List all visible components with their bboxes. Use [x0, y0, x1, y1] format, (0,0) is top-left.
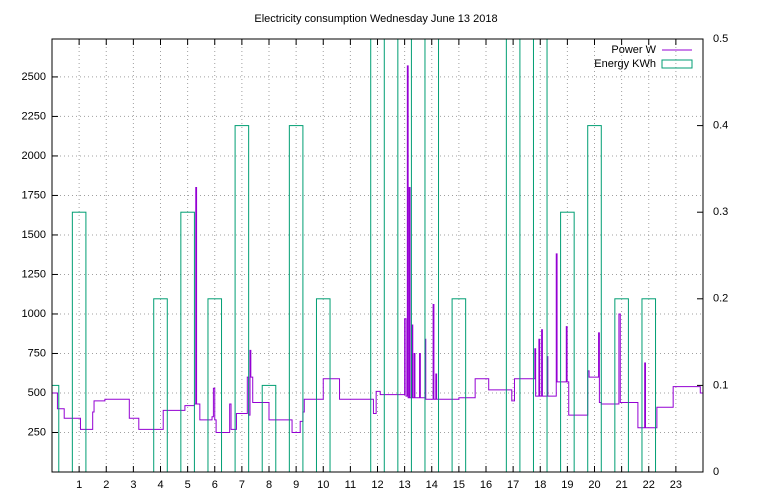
plot-frame [51, 38, 704, 473]
x-tick-label: 13 [399, 479, 411, 491]
x-tick-label: 4 [157, 479, 163, 491]
x-tick-label: 18 [534, 479, 546, 491]
y-tick-label: 2500 [22, 71, 46, 83]
y-tick-label: 2250 [22, 110, 46, 122]
y2-tick-label: 0.5 [713, 33, 728, 45]
x-tick-label: 23 [670, 479, 682, 491]
x-tick-label: 14 [426, 479, 438, 491]
legend-label: Energy KWh [594, 58, 656, 70]
y-tick-label: 500 [28, 387, 46, 399]
x-tick-label: 2 [103, 479, 109, 491]
x-tick-label: 12 [371, 479, 383, 491]
y-tick-label: 750 [28, 347, 46, 359]
x-tick-label: 1 [76, 479, 82, 491]
x-tick-label: 5 [185, 479, 191, 491]
y-tick-label: 1750 [22, 189, 46, 201]
y-tick-label: 1000 [22, 308, 46, 320]
energy-bar [52, 384, 60, 472]
x-tick-label: 21 [616, 479, 628, 491]
y2-tick-label: 0.2 [713, 293, 728, 305]
x-tick-label: 10 [317, 479, 329, 491]
y-tick-label: 1250 [22, 268, 46, 280]
legend-label: Power W [611, 44, 656, 56]
x-tick-label: 7 [239, 479, 245, 491]
legend-swatch [661, 59, 693, 69]
chart-title: Electricity consumption Wednesday June 1… [254, 13, 497, 25]
energy-bar [370, 39, 385, 472]
x-tick-label: 3 [130, 479, 136, 491]
y2-tick-label: 0.4 [713, 120, 728, 132]
y-tick-label: 1500 [22, 229, 46, 241]
y2-tick-label: 0.3 [713, 206, 728, 218]
y2-tick-label: 0.1 [713, 379, 728, 391]
energy-bar [424, 39, 440, 472]
y2-tick-label: 0 [713, 466, 719, 478]
x-tick-label: 22 [643, 479, 655, 491]
x-tick-label: 20 [588, 479, 600, 491]
power-line [52, 65, 703, 433]
x-tick-label: 15 [453, 479, 465, 491]
y-tick-label: 2000 [22, 150, 46, 162]
y-tick-label: 250 [28, 426, 46, 438]
x-tick-label: 16 [480, 479, 492, 491]
x-tick-label: 17 [507, 479, 519, 491]
x-tick-label: 11 [345, 479, 356, 491]
x-tick-label: 19 [561, 479, 573, 491]
x-tick-label: 6 [212, 479, 218, 491]
x-tick-label: 8 [266, 479, 272, 491]
x-tick-label: 9 [293, 479, 299, 491]
